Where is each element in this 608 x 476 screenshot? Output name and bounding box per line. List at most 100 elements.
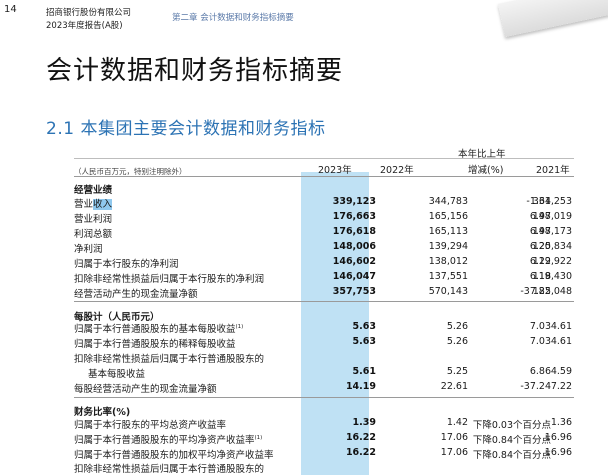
value-change: 6.18 bbox=[529, 271, 551, 282]
table-row: 经营活动产生的现金流量净额 357,753 570,143 -37.25 182,048 bbox=[74, 286, 574, 301]
footnote-marker: (1) bbox=[254, 434, 263, 441]
table-row: 每股经营活动产生的现金流量净额 14.19 22.61 -37.24 7.22 bbox=[74, 381, 574, 396]
col-header-2023: 2023年 bbox=[318, 165, 352, 176]
value-2021: 16.96 bbox=[544, 447, 572, 458]
table-row: 营业利润 176,663 165,156 6.97 148,019 bbox=[74, 211, 574, 226]
value-2022: 344,783 bbox=[428, 196, 468, 207]
row-label: 归属于本行普通股股东的平均净资产收益率(1) bbox=[74, 432, 262, 446]
section-title: 2.1 本集团主要会计数据和财务指标 bbox=[46, 119, 326, 139]
value-change: -1.64 bbox=[526, 196, 551, 207]
value-2021: 120,834 bbox=[532, 241, 572, 252]
row-label: 扣除非经常性损益后归属于本行普通股股东的 bbox=[74, 461, 264, 475]
rule-after-perf bbox=[74, 301, 574, 302]
table-row: 归属于本行股东的净利润 146,602 138,012 6.22 119,922 bbox=[74, 256, 574, 271]
row-label: 归属于本行普通股股东的加权平均净资产收益率 bbox=[74, 447, 274, 461]
row-label-text: 经营活动产生的现金流量净额 bbox=[74, 289, 198, 300]
table-row: 归属于本行普通股股东的基本每股收益(1) 5.63 5.26 7.03 4.61 bbox=[74, 321, 574, 336]
value-change: 下降0.84个百分点 bbox=[472, 435, 551, 446]
table-row: 扣除非经常性损益后归属于本行股东的净利润 146,047 137,551 6.18 11… bbox=[74, 271, 574, 286]
row-label-text: 财务比率(%) bbox=[74, 407, 131, 418]
value-change: -37.24 bbox=[520, 381, 551, 392]
row-label-text: 归属于本行普通股股东的稀释每股收益 bbox=[74, 339, 236, 350]
value-2021: 4.59 bbox=[550, 366, 572, 377]
table-group-heading: 每股计（人民币元） bbox=[74, 309, 574, 324]
value-change: 7.03 bbox=[529, 321, 551, 332]
row-label: 经营活动产生的现金流量净额 bbox=[74, 286, 198, 300]
row-label: 归属于本行股东的净利润 bbox=[74, 256, 179, 270]
value-2023: 16.22 bbox=[345, 447, 376, 458]
row-label: 每股计（人民币元） bbox=[74, 309, 160, 323]
value-2023: 5.63 bbox=[352, 336, 376, 347]
value-2021: 7.22 bbox=[550, 381, 572, 392]
row-label: 扣除非经常性损益后归属于本行股东的净利润 bbox=[74, 271, 264, 285]
col-header-change-top: 本年比上年 bbox=[458, 149, 506, 160]
table-row: 扣除非经常性损益后归属于本行普通股股东的 bbox=[74, 461, 574, 476]
row-label-text: 归属于本行普通股股东的加权平均净资产收益率 bbox=[74, 450, 274, 461]
value-2023: 1.39 bbox=[352, 417, 376, 428]
table-row: 净利润 148,006 139,294 6.25 120,834 bbox=[74, 241, 574, 256]
value-2022: 165,156 bbox=[428, 211, 468, 222]
value-2023: 146,602 bbox=[332, 256, 376, 267]
value-2023: 339,123 bbox=[332, 196, 376, 207]
value-change: 6.25 bbox=[529, 241, 551, 252]
table-row: 归属于本行普通股股东的加权平均净资产收益率 16.22 17.06 下降0.84个百分… bbox=[74, 447, 574, 462]
table-group-heading: 财务比率(%) bbox=[74, 404, 574, 419]
row-label: 营业利润 bbox=[74, 211, 112, 225]
row-label-text: 利润总额 bbox=[74, 229, 113, 240]
selected-text[interactable]: 收入 bbox=[93, 199, 113, 210]
value-2022: 1.42 bbox=[446, 417, 468, 428]
value-2023: 146,047 bbox=[332, 271, 376, 282]
value-2021: 148,173 bbox=[532, 226, 572, 237]
row-label-text: 归属于本行股东的平均总资产收益率 bbox=[74, 420, 227, 431]
row-label-text: 营业 bbox=[74, 199, 94, 210]
chapter-header: 第二章 会计数据和财务指标摘要 bbox=[172, 13, 294, 23]
value-change: 6.97 bbox=[529, 211, 551, 222]
row-label: 基本每股收益 bbox=[88, 366, 145, 380]
value-2023: 176,663 bbox=[332, 211, 376, 222]
header-bottom-rule bbox=[74, 176, 574, 177]
value-2022: 139,294 bbox=[428, 241, 468, 252]
col-header-2021: 2021年 bbox=[536, 165, 570, 176]
row-label: 财务比率(%) bbox=[74, 404, 130, 418]
value-2023: 176,618 bbox=[332, 226, 376, 237]
row-label: 每股经营活动产生的现金流量净额 bbox=[74, 381, 217, 395]
rule-after-pershare bbox=[74, 397, 574, 398]
row-label: 扣除非经常性损益后归属于本行普通股股东的 bbox=[74, 351, 264, 365]
value-2021: 119,922 bbox=[532, 256, 572, 267]
row-label: 归属于本行普通股股东的基本每股收益(1) bbox=[74, 321, 243, 335]
table-row: 利润总额 176,618 165,113 6.97 148,173 bbox=[74, 226, 574, 241]
row-label-text: 基本每股收益 bbox=[88, 369, 146, 380]
value-2023: 5.63 bbox=[352, 321, 376, 332]
row-label-text: 营业利润 bbox=[74, 214, 113, 225]
value-2021: 1.36 bbox=[550, 417, 572, 428]
report-name: 2023年度报告(A股) bbox=[46, 21, 123, 31]
value-2023: 148,006 bbox=[332, 241, 376, 252]
highlight-column-2023 bbox=[301, 172, 369, 475]
value-2022: 165,113 bbox=[428, 226, 468, 237]
row-label: 经营业绩 bbox=[74, 182, 112, 196]
value-2022: 137,551 bbox=[428, 271, 468, 282]
value-2021: 119,430 bbox=[532, 271, 572, 282]
unit-note: （人民币百万元，特别注明除外） bbox=[74, 167, 187, 176]
value-2021: 16.96 bbox=[544, 432, 572, 443]
value-2021: 182,048 bbox=[532, 286, 572, 297]
value-change: -37.25 bbox=[520, 286, 551, 297]
value-change: 6.97 bbox=[529, 226, 551, 237]
value-2022: 138,012 bbox=[428, 256, 468, 267]
table-row: 营业收入 339,123 344,783 -1.64 331,253 bbox=[74, 196, 574, 211]
value-2022: 5.26 bbox=[446, 321, 468, 332]
value-2022: 5.26 bbox=[446, 336, 468, 347]
row-label-text: 每股计（人民币元） bbox=[74, 312, 160, 323]
value-2023: 14.19 bbox=[345, 381, 376, 392]
value-2022: 570,143 bbox=[428, 286, 468, 297]
value-2021: 4.61 bbox=[550, 321, 572, 332]
company-name: 招商银行股份有限公司 bbox=[46, 8, 132, 18]
value-2022: 17.06 bbox=[440, 432, 468, 443]
row-label-text: 归属于本行股东的净利润 bbox=[74, 259, 179, 270]
value-2023: 16.22 bbox=[345, 432, 376, 443]
row-label-text: 扣除非经常性损益后归属于本行普通股股东的 bbox=[74, 354, 265, 365]
row-label-text: 经营业绩 bbox=[74, 185, 113, 196]
value-2021: 148,019 bbox=[532, 211, 572, 222]
row-label: 利润总额 bbox=[74, 226, 112, 240]
value-change: 下降0.84个百分点 bbox=[472, 450, 551, 461]
